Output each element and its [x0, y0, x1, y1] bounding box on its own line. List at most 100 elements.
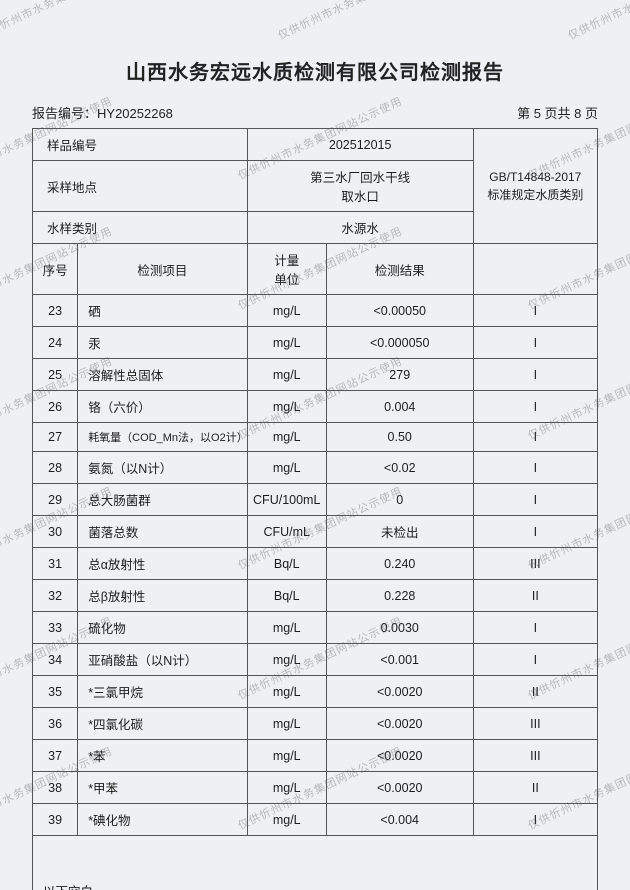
row-seq: 34 — [33, 644, 78, 676]
summary-label-sample: 样品编号 — [33, 129, 248, 161]
table-header-row: 序号 检测项目 计量 单位 检测结果 — [33, 244, 598, 295]
row-result: <0.0020 — [326, 740, 473, 772]
page-number-label: 第 5 页共 8 页 — [517, 103, 598, 122]
table-row: 25 溶解性总固体 mg/L 279 I — [33, 359, 598, 391]
header-std — [473, 244, 597, 295]
row-seq: 29 — [33, 484, 78, 516]
row-result: 279 — [326, 359, 473, 391]
row-unit: mg/L — [247, 676, 326, 708]
table-row: 35 *三氯甲烷 mg/L <0.0020 II — [33, 676, 598, 708]
row-item: *苯 — [78, 740, 248, 772]
row-result: <0.0020 — [326, 772, 473, 804]
row-result: <0.000050 — [326, 327, 473, 359]
row-unit: mg/L — [247, 391, 326, 423]
row-seq: 28 — [33, 452, 78, 484]
row-result: 0.0030 — [326, 612, 473, 644]
row-result: <0.0020 — [326, 676, 473, 708]
row-std: I — [473, 391, 597, 423]
row-std: I — [473, 612, 597, 644]
row-result: 0.50 — [326, 423, 473, 452]
row-seq: 39 — [33, 804, 78, 836]
row-unit: mg/L — [247, 772, 326, 804]
row-seq: 27 — [33, 423, 78, 452]
std-category-cell: GB/T14848-2017 标准规定水质类别 — [473, 129, 597, 244]
row-item: 汞 — [78, 327, 248, 359]
document-title: 山西水务宏远水质检测有限公司检测报告 — [32, 56, 598, 85]
row-std: I — [473, 484, 597, 516]
row-result: <0.001 — [326, 644, 473, 676]
row-std: I — [473, 644, 597, 676]
row-unit: mg/L — [247, 359, 326, 391]
row-seq: 36 — [33, 708, 78, 740]
row-unit: CFU/100mL — [247, 484, 326, 516]
row-item: 氨氮（以N计） — [78, 452, 248, 484]
table-row: 34 亚硝酸盐（以N计） mg/L <0.001 I — [33, 644, 598, 676]
row-std: II — [473, 772, 597, 804]
row-item: 溶解性总固体 — [78, 359, 248, 391]
row-std: I — [473, 804, 597, 836]
row-item: *三氯甲烷 — [78, 676, 248, 708]
report-content: 山西水务宏远水质检测有限公司检测报告 报告编号：HY20252268 第 5 页… — [0, 0, 630, 890]
summary-value-location: 第三水厂回水干线 取水口 — [247, 161, 473, 212]
row-unit: CFU/mL — [247, 516, 326, 548]
table-row: 29 总大肠菌群 CFU/100mL 0 I — [33, 484, 598, 516]
row-item: 总α放射性 — [78, 548, 248, 580]
summary-value-category: 水源水 — [247, 212, 473, 244]
row-std: I — [473, 295, 597, 327]
row-unit: mg/L — [247, 740, 326, 772]
header-item: 检测项目 — [78, 244, 248, 295]
row-seq: 26 — [33, 391, 78, 423]
row-seq: 30 — [33, 516, 78, 548]
row-std: I — [473, 516, 597, 548]
table-row: 37 *苯 mg/L <0.0020 III — [33, 740, 598, 772]
row-seq: 24 — [33, 327, 78, 359]
row-std: I — [473, 452, 597, 484]
row-item: *碘化物 — [78, 804, 248, 836]
header-result: 检测结果 — [326, 244, 473, 295]
row-unit: mg/L — [247, 327, 326, 359]
report-number-label: 报告编号：HY20252268 — [32, 103, 173, 122]
row-item: *四氯化碳 — [78, 708, 248, 740]
row-std: II — [473, 580, 597, 612]
table-row: 31 总α放射性 Bq/L 0.240 III — [33, 548, 598, 580]
row-seq: 37 — [33, 740, 78, 772]
row-result: 0.228 — [326, 580, 473, 612]
row-unit: Bq/L — [247, 548, 326, 580]
table-row: 38 *甲苯 mg/L <0.0020 II — [33, 772, 598, 804]
row-item: *甲苯 — [78, 772, 248, 804]
row-unit: mg/L — [247, 452, 326, 484]
row-result: <0.00050 — [326, 295, 473, 327]
row-std: I — [473, 359, 597, 391]
row-item: 总大肠菌群 — [78, 484, 248, 516]
summary-label-location: 采样地点 — [33, 161, 248, 212]
table-row: 23 硒 mg/L <0.00050 I — [33, 295, 598, 327]
table-row: 39 *碘化物 mg/L <0.004 I — [33, 804, 598, 836]
row-item: 耗氧量（COD_Mn法，以O2计） — [78, 423, 248, 452]
row-seq: 25 — [33, 359, 78, 391]
row-seq: 33 — [33, 612, 78, 644]
row-item: 总β放射性 — [78, 580, 248, 612]
row-std: III — [473, 548, 597, 580]
table-row: 36 *四氯化碳 mg/L <0.0020 III — [33, 708, 598, 740]
row-seq: 23 — [33, 295, 78, 327]
row-seq: 35 — [33, 676, 78, 708]
row-item: 硒 — [78, 295, 248, 327]
row-unit: mg/L — [247, 804, 326, 836]
row-item: 硫化物 — [78, 612, 248, 644]
row-item: 铬（六价） — [78, 391, 248, 423]
summary-value-sample: 202512015 — [247, 129, 473, 161]
table-row: 28 氨氮（以N计） mg/L <0.02 I — [33, 452, 598, 484]
table-row: 24 汞 mg/L <0.000050 I — [33, 327, 598, 359]
row-unit: mg/L — [247, 708, 326, 740]
row-result: 0.004 — [326, 391, 473, 423]
report-page: 仅供忻州市水务集团网站公示使用 仅供忻州市水务集团网站公示使用 仅供忻州市水务集… — [0, 0, 630, 890]
row-result: 未检出 — [326, 516, 473, 548]
header-unit: 计量 单位 — [247, 244, 326, 295]
summary-label-category: 水样类别 — [33, 212, 248, 244]
row-unit: Bq/L — [247, 580, 326, 612]
footer-blank-note: 以下空白 — [33, 836, 598, 890]
table-row: 30 菌落总数 CFU/mL 未检出 I — [33, 516, 598, 548]
table-row: 27 耗氧量（COD_Mn法，以O2计） mg/L 0.50 I — [33, 423, 598, 452]
row-item: 亚硝酸盐（以N计） — [78, 644, 248, 676]
row-result: <0.004 — [326, 804, 473, 836]
